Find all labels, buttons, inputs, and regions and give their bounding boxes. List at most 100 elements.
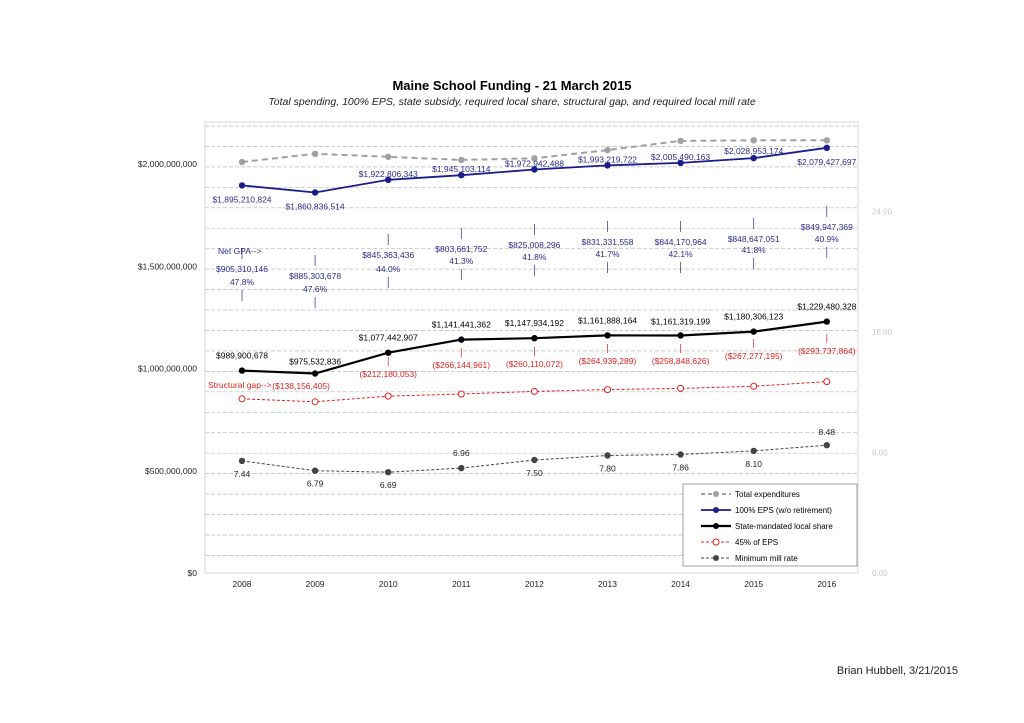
y-tick-label: $0 [188,568,198,578]
local-share-data-label: $1,077,442,907 [359,333,418,343]
local-share-data-label: $1,161,888,164 [578,315,637,325]
chart-subtitle: Total spending, 100% EPS, state subsidy,… [268,96,756,108]
net-gpa-value: $845,363,436 [362,250,414,260]
eps-data-label: $1,993,219,722 [578,154,637,164]
net-gpa-value: $848,647,051 [728,234,780,244]
structural-gap-value: ($266,144,961) [432,360,490,370]
local-share-data-label: $1,161,319,199 [651,317,710,327]
legend-marker-1 [713,507,719,513]
structural-gap-value: ($258,848,626) [652,356,710,366]
local-share-data-label: $1,141,441,362 [432,320,491,330]
mill-rate-data-label: 6.96 [453,448,470,458]
series-point-1 [311,189,319,196]
series-point-0 [604,146,611,154]
legend-entry-label: Minimum mill rate [735,554,798,563]
series-point-4 [385,469,392,476]
series-point-3 [457,390,465,398]
series-point-2 [823,318,830,325]
x-tick-label: 2008 [233,579,252,589]
series-point-4 [604,452,611,459]
x-tick-label: 2010 [379,579,398,589]
author-credit: Brian Hubbell, 3/21/2015 [836,665,958,677]
x-tick-label: 2009 [306,579,325,589]
legend-marker-4 [713,555,719,561]
structural-gap-value: ($293,737,864) [798,346,856,356]
series-point-1 [531,166,538,173]
mill-rate-data-label: 6.79 [307,479,324,489]
x-tick-label: 2012 [525,579,544,589]
mill-rate-data-label: 7.44 [234,469,251,479]
mill-rate-data-label: 7.50 [526,468,543,478]
legend-marker-2 [713,523,719,529]
eps-data-label: $2,005,490,163 [651,152,710,162]
series-point-0 [823,137,830,144]
net-gpa-label: Net GPA--> [218,246,262,256]
series-point-2 [604,332,611,339]
local-share-data-label: $1,180,306,123 [724,312,783,322]
series-point-1 [458,172,465,179]
series-point-4 [311,467,319,474]
y2-tick-label: 24.00 [872,207,893,216]
plot-frame [204,121,859,574]
series-point-3 [604,386,611,394]
legend-entry-label: 100% EPS (w/o retirement) [735,506,832,515]
legend-entry-label: State-mandated local share [735,522,833,531]
series-point-1 [750,154,757,162]
series-point-3 [823,378,831,386]
eps-data-label: $1,945,103,114 [432,164,491,174]
mill-rate-data-label: 8.48 [819,427,836,437]
net-gpa-percent: 40.9% [815,234,840,244]
x-tick-label: 2014 [671,579,690,589]
net-gpa-value: $825,008,296 [508,240,560,250]
series-point-4 [677,451,684,458]
y2-tick-label: 8.00 [872,448,888,457]
net-gpa-percent: 41.7% [595,249,620,259]
series-point-2 [385,349,392,356]
net-gpa-percent: 47.6% [303,284,328,294]
series-point-4 [458,464,465,472]
net-gpa-value: $803,661,752 [435,244,487,254]
x-tick-label: 2013 [598,579,617,589]
local-share-data-label: $1,229,480,328 [797,302,856,312]
net-gpa-value: $849,947,369 [801,222,853,232]
series-point-1 [238,182,246,189]
structural-gap-value: ($212,180,053) [359,369,417,379]
net-gpa-percent: 44.0% [376,264,401,274]
net-gpa-value: $905,310,146 [216,264,268,274]
local-share-data-label: $1,147,934,192 [505,318,564,328]
net-gpa-value: $831,331,558 [582,237,634,247]
series-point-4 [531,456,538,464]
eps-data-label: $2,028,953,174 [724,146,783,156]
chart-title: Maine School Funding - 21 March 2015 [392,78,632,93]
structural-gap-value: ($260,110,072) [506,359,563,369]
series-point-1 [385,176,392,183]
series-point-3 [311,398,319,406]
eps-data-label: $1,860,836,514 [286,202,345,212]
eps-data-label: $1,922,806,343 [359,169,418,179]
series-point-3 [384,392,392,400]
series-point-4 [238,457,246,465]
series-point-2 [750,328,757,335]
series-point-4 [750,447,757,455]
net-gpa-percent: 41.8% [742,245,767,255]
structural-gap-value: ($264,939,289) [579,356,637,366]
series-point-2 [311,370,319,377]
y-tick-label: $500,000,000 [145,466,197,476]
legend-entry-label: Total expenditures [735,490,800,499]
series-point-0 [311,150,319,157]
legend-marker-3 [712,538,720,546]
series-point-2 [677,332,684,339]
legend-entry-label: 45% of EPS [735,538,778,547]
net-gpa-percent: 42.1% [669,249,694,259]
series-point-2 [238,367,246,374]
series-point-3 [238,395,246,403]
series-point-4 [823,442,830,449]
series-point-0 [238,158,246,166]
legend-marker-0 [713,491,719,497]
series-point-3 [530,387,538,395]
series-point-0 [677,137,684,145]
y-tick-label: $2,000,000,000 [138,159,197,169]
net-gpa-percent: 41.3% [449,256,474,266]
net-gpa-percent: 41.8% [522,252,547,262]
